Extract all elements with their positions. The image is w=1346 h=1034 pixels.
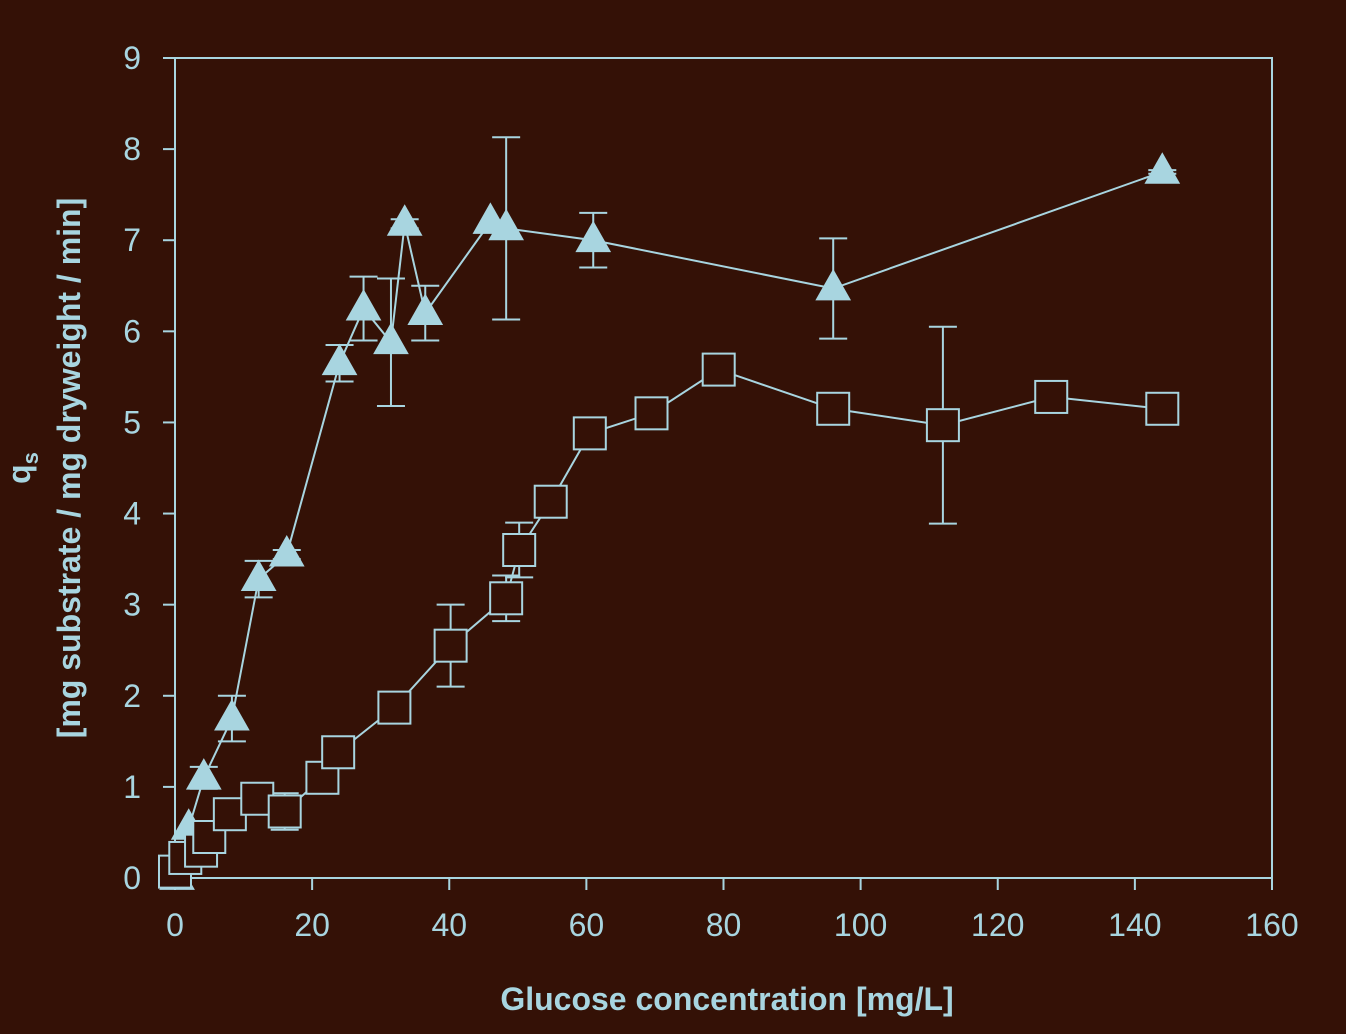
series-line xyxy=(176,170,1163,879)
x-tick-label: 160 xyxy=(1245,907,1298,943)
data-point-square xyxy=(572,416,607,451)
x-tick-label: 100 xyxy=(834,907,887,943)
data-point-triangle xyxy=(488,208,525,241)
y-tick-label: 6 xyxy=(123,313,141,349)
data-point-square xyxy=(489,581,524,616)
x-tick-label: 140 xyxy=(1108,907,1161,943)
y-tick-label: 3 xyxy=(123,587,141,623)
data-point-triangle xyxy=(575,220,612,253)
y-tick-label: 9 xyxy=(123,40,141,76)
series-square xyxy=(158,325,1180,889)
y-axis-title-units: [mg substrate / mg dryweight / min] xyxy=(51,198,87,739)
y-axis-title: qs [mg substrate / mg dryweight / min] xyxy=(1,198,87,739)
series-line xyxy=(174,368,1163,873)
data-point-square xyxy=(701,352,736,387)
data-point-triangle xyxy=(1144,152,1181,184)
data-point-square xyxy=(1034,379,1069,414)
y-axis-title-symbol: qs xyxy=(1,452,43,484)
data-point-square xyxy=(267,794,302,829)
data-point-square xyxy=(816,391,851,426)
x-tick-label: 0 xyxy=(166,907,184,943)
data-point-square xyxy=(321,735,356,770)
y-tick-label: 8 xyxy=(123,131,141,167)
data-point-triangle xyxy=(185,758,222,790)
y-tick-label: 7 xyxy=(123,222,141,258)
data-point-square xyxy=(634,396,669,431)
data-point-triangle xyxy=(386,204,423,236)
data-point-triangle xyxy=(321,343,358,376)
data-point-square xyxy=(377,690,412,725)
x-axis-title: Glucose concentration [mg/L] xyxy=(500,981,953,1017)
plot-area xyxy=(158,136,1181,890)
y-tick-label: 1 xyxy=(123,769,141,805)
data-point-triangle xyxy=(815,268,852,301)
data-point-square xyxy=(533,484,568,519)
x-tick-label: 60 xyxy=(569,907,605,943)
data-point-square xyxy=(433,628,468,663)
data-point-triangle xyxy=(345,288,382,321)
data-point-triangle xyxy=(373,322,409,355)
y-tick-label: 0 xyxy=(123,860,141,896)
y-axis: 0 1 2 3 4 5 6 7 8 9 xyxy=(123,40,175,896)
series-triangle xyxy=(159,136,1181,890)
data-point-square xyxy=(1145,391,1180,426)
y-axis-title-subscript: s xyxy=(18,452,43,464)
y-tick-label: 2 xyxy=(123,678,141,714)
x-tick-label: 20 xyxy=(294,907,330,943)
x-tick-label: 40 xyxy=(431,907,467,943)
x-tick-label: 120 xyxy=(971,907,1024,943)
y-axis-title-q: q xyxy=(1,464,37,484)
x-axis: 0 20 40 60 80 100 120 140 160 xyxy=(166,878,1299,943)
data-point-triangle xyxy=(268,534,305,567)
x-tick-label: 80 xyxy=(706,907,742,943)
data-point-square xyxy=(925,408,960,443)
data-point-triangle xyxy=(214,698,250,731)
data-point-square xyxy=(502,533,537,567)
data-point-triangle xyxy=(407,293,444,326)
y-tick-label: 4 xyxy=(123,496,141,532)
data-point-triangle xyxy=(240,559,277,592)
y-tick-label: 5 xyxy=(123,404,141,440)
